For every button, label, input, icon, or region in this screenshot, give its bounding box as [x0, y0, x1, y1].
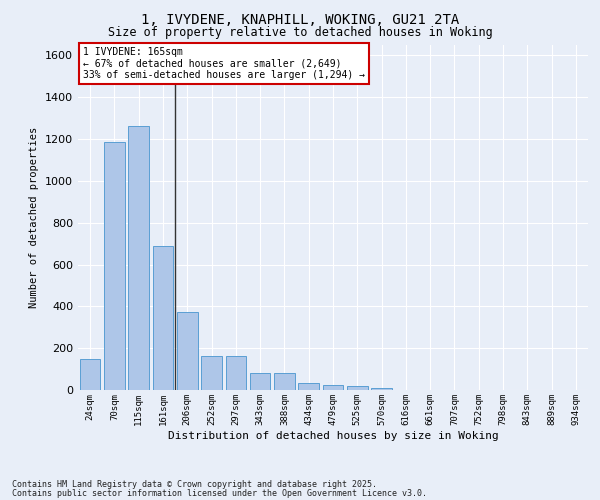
- Bar: [177, 312, 197, 390]
- Bar: [250, 374, 271, 390]
- Bar: [323, 385, 343, 390]
- Bar: [371, 388, 392, 390]
- Text: 1 IVYDENE: 165sqm
← 67% of detached houses are smaller (2,649)
33% of semi-detac: 1 IVYDENE: 165sqm ← 67% of detached hous…: [83, 46, 365, 80]
- Text: Size of property relative to detached houses in Woking: Size of property relative to detached ho…: [107, 26, 493, 39]
- Bar: [201, 356, 222, 390]
- Text: Contains public sector information licensed under the Open Government Licence v3: Contains public sector information licen…: [12, 488, 427, 498]
- Bar: [347, 386, 368, 390]
- Bar: [128, 126, 149, 390]
- Bar: [104, 142, 125, 390]
- Bar: [274, 374, 295, 390]
- X-axis label: Distribution of detached houses by size in Woking: Distribution of detached houses by size …: [167, 430, 499, 440]
- Text: Contains HM Land Registry data © Crown copyright and database right 2025.: Contains HM Land Registry data © Crown c…: [12, 480, 377, 489]
- Bar: [80, 358, 100, 390]
- Bar: [152, 246, 173, 390]
- Bar: [298, 382, 319, 390]
- Bar: [226, 356, 246, 390]
- Text: 1, IVYDENE, KNAPHILL, WOKING, GU21 2TA: 1, IVYDENE, KNAPHILL, WOKING, GU21 2TA: [141, 12, 459, 26]
- Y-axis label: Number of detached properties: Number of detached properties: [29, 127, 40, 308]
